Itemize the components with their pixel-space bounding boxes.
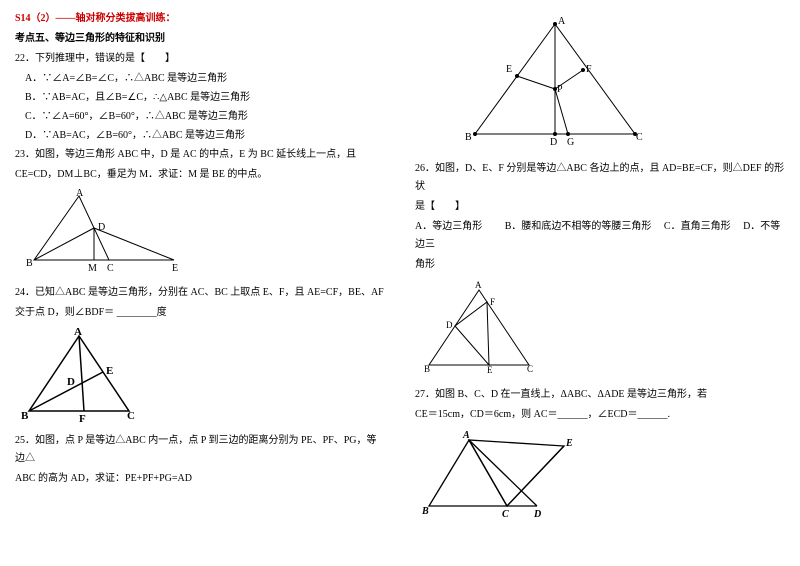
figure-q24: A B C E D F <box>19 326 149 426</box>
svg-text:A: A <box>462 430 470 441</box>
q22-optA: A．∵∠A=∠B=∠C，∴△ABC 是等边三角形 <box>15 70 385 88</box>
q26-optC: C．直角三角形 <box>664 221 731 232</box>
svg-text:C: C <box>636 132 643 143</box>
svg-text:D: D <box>533 509 541 520</box>
svg-text:B: B <box>465 132 472 143</box>
svg-text:D: D <box>67 376 75 388</box>
q26-stem2: 是【 】 <box>415 198 785 216</box>
svg-text:A: A <box>74 326 82 338</box>
q26-optB: B．腰和底边不相等的等腰三角形 <box>505 221 652 232</box>
doc-subtitle: 考点五、等边三角形的特征和识别 <box>15 30 385 48</box>
q23-stem2: CE=CD，DM⊥BC，垂足为 M．求证：M 是 BE 的中点。 <box>15 166 385 184</box>
svg-text:D: D <box>98 222 105 233</box>
svg-text:A: A <box>76 188 84 199</box>
svg-text:E: E <box>487 365 493 375</box>
q23-stem1: 23．如图，等边三角形 ABC 中，D 是 AC 的中点，E 为 BC 延长线上… <box>15 146 385 164</box>
figure-q23: A D B M C E <box>19 188 189 278</box>
q22-optC: C．∵∠A=60°，∠B=60°，∴△ABC 是等边三角形 <box>15 108 385 126</box>
svg-text:M: M <box>88 263 97 274</box>
svg-text:G: G <box>567 137 574 148</box>
svg-text:C: C <box>107 263 114 274</box>
q25-stem1: 25．如图，点 P 是等边△ABC 内一点，点 P 到三边的距离分别为 PE、P… <box>15 432 385 468</box>
q26-optD2: 角形 <box>415 256 785 274</box>
q25-stem2: ABC 的高为 AD，求证：PE+PF+PG=AD <box>15 470 385 488</box>
figure-q27: A B C D E <box>419 428 589 523</box>
svg-text:E: E <box>506 64 512 75</box>
svg-text:F: F <box>586 64 592 75</box>
figure-q26: A B C D E F <box>419 280 549 380</box>
q22-optB: B．∵AB=AC，且∠B=∠C，∴△ABC 是等边三角形 <box>15 89 385 107</box>
q26-optA: A．等边三角形 <box>415 221 482 232</box>
svg-text:C: C <box>502 509 509 520</box>
svg-text:A: A <box>558 16 566 27</box>
svg-text:E: E <box>565 438 573 449</box>
svg-text:E: E <box>172 263 178 274</box>
q24-stem2: 交于点 D，则∠BDF＝ ________度 <box>15 304 385 322</box>
svg-text:D: D <box>550 137 557 148</box>
svg-text:B: B <box>21 410 29 422</box>
svg-text:A: A <box>475 280 482 290</box>
q26-opts: A．等边三角形 B．腰和底边不相等的等腰三角形 C．直角三角形 D．不等边三 <box>415 218 785 254</box>
q24-stem1: 24．已知△ABC 是等边三角形，分别在 AC、BC 上取点 E、F，且 AE=… <box>15 284 385 302</box>
q22-optD: D．∵AB=AC，∠B=60°，∴△ABC 是等边三角形 <box>15 127 385 145</box>
svg-text:B: B <box>26 258 33 269</box>
svg-text:C: C <box>127 410 135 422</box>
q27-stem1: 27．如图 B、C、D 在一直线上，ΔABC、ΔADE 是等边三角形，若 <box>415 386 785 404</box>
svg-text:F: F <box>79 413 86 425</box>
q22-stem: 22．下列推理中，错误的是【 】 <box>15 50 385 68</box>
svg-text:B: B <box>421 506 429 517</box>
left-column: S14（2）——轴对称分类拔高训练： 考点五、等边三角形的特征和识别 22．下列… <box>0 0 400 566</box>
right-column: A B C D G E F P 26．如图，D、E、F 分别是等边△ABC 各边… <box>400 0 800 566</box>
svg-text:B: B <box>424 364 430 374</box>
svg-text:F: F <box>490 297 495 307</box>
svg-text:D: D <box>446 320 453 330</box>
q27-stem2: CE＝15cm，CD＝6cm，则 AC＝______，∠ECD＝______. <box>415 406 785 424</box>
svg-text:C: C <box>527 364 533 374</box>
q26-stem1: 26．如图，D、E、F 分别是等边△ABC 各边上的点，且 AD=BE=CF，则… <box>415 160 785 196</box>
figure-q25: A B C D G E F P <box>455 14 655 154</box>
svg-text:E: E <box>106 365 113 377</box>
svg-text:P: P <box>557 84 563 95</box>
doc-title: S14（2）——轴对称分类拔高训练： <box>15 10 385 28</box>
